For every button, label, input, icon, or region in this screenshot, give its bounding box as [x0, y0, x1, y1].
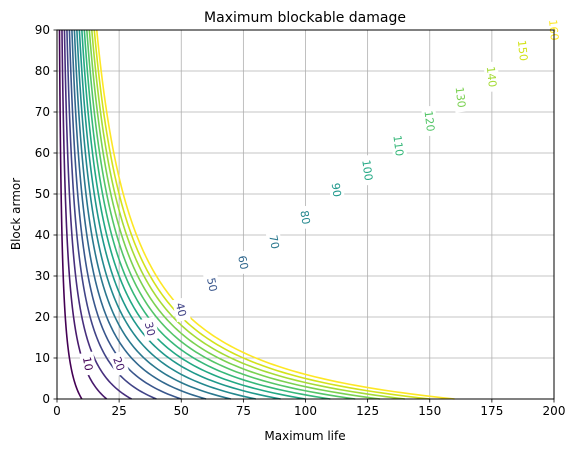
x-axis-label: Maximum life — [264, 429, 345, 443]
contour-label-50: 50 — [204, 277, 220, 293]
contour-line-50 — [68, 29, 182, 400]
x-tick-label: 150 — [418, 404, 441, 418]
contour-line-110 — [83, 29, 331, 400]
y-tick-label: 30 — [35, 269, 50, 283]
contour-label-40: 40 — [173, 301, 189, 318]
contour-label-120: 120 — [422, 110, 437, 132]
y-tick-label: 70 — [35, 105, 50, 119]
contour-label-150: 150 — [515, 39, 530, 61]
y-tick-label: 40 — [35, 228, 50, 242]
contour-label-gap — [171, 297, 191, 323]
contour-label-gap — [483, 61, 501, 93]
contour-label-70: 70 — [266, 234, 281, 250]
y-tick-label: 60 — [35, 146, 50, 160]
contour-label-group: 140 — [483, 61, 501, 93]
contour-label-gap — [203, 272, 222, 298]
contour-line-80 — [76, 29, 256, 400]
y-tick-label: 20 — [35, 310, 50, 324]
contour-label-100: 100 — [359, 159, 375, 182]
contour-label-group: 80 — [296, 205, 315, 230]
chart-title: Maximum blockable damage — [204, 10, 406, 26]
contour-label-80: 80 — [297, 209, 312, 225]
contour-line-20 — [61, 29, 108, 400]
contour-line-30 — [63, 29, 132, 400]
x-tick-label: 100 — [294, 404, 317, 418]
contour-label-group: 60 — [234, 250, 253, 275]
contour-label-group: 90 — [328, 177, 346, 202]
contour-label-group: 70 — [265, 229, 284, 255]
contour-label-110: 110 — [390, 134, 406, 156]
contour-label-30: 30 — [142, 321, 158, 338]
contour-line-10 — [58, 29, 83, 400]
contour-label-gap — [265, 229, 284, 255]
contour-line-140 — [90, 29, 405, 400]
contour-label-group: 150 — [514, 35, 532, 66]
contour-label-gap — [421, 105, 439, 137]
x-tick-label: 25 — [111, 404, 126, 418]
contour-label-group: 10 — [79, 351, 97, 376]
contour-label-gap — [514, 35, 532, 66]
y-tick-label: 0 — [42, 392, 50, 406]
contour-label-gap — [140, 316, 160, 342]
x-axis: 0 25 50 75 100 125 150 175 200 — [53, 399, 565, 418]
contour-label-gap — [79, 351, 97, 376]
x-tick-label: 50 — [174, 404, 189, 418]
contour-label-140: 140 — [484, 66, 499, 88]
contour-line-150 — [93, 29, 430, 400]
contour-line-60 — [71, 29, 207, 400]
contour-label-group: 20 — [108, 350, 130, 377]
y-tick-label: 10 — [35, 351, 50, 365]
x-tick-label: 175 — [480, 404, 503, 418]
contour-label-group: 110 — [389, 130, 408, 162]
y-tick-label: 50 — [35, 187, 50, 201]
x-tick-label: 200 — [543, 404, 566, 418]
x-tick-label: 125 — [356, 404, 379, 418]
contour-line-70 — [73, 29, 232, 400]
contour-label-group: 130 — [452, 81, 470, 113]
contour-label-10: 10 — [80, 356, 95, 372]
y-tick-label: 80 — [35, 64, 50, 78]
contour-label-90: 90 — [329, 182, 344, 198]
contour-label-60: 60 — [235, 254, 250, 270]
y-axis: 0 10 20 30 40 50 60 70 80 90 — [35, 23, 57, 406]
contour-label-group: 50 — [203, 272, 222, 298]
contour-label-group: 30 — [140, 316, 160, 342]
contour-label-gap — [328, 177, 346, 202]
contour-label-130: 130 — [453, 86, 468, 108]
x-tick-label: 75 — [236, 404, 251, 418]
contour-line-120 — [86, 29, 356, 400]
contour-label-20: 20 — [110, 355, 127, 373]
contour-label-gap — [358, 154, 377, 186]
y-axis-label: Block armor — [9, 178, 23, 250]
contour-label-gap — [389, 130, 408, 162]
contour-label-group: 120 — [421, 105, 439, 137]
contour-line-130 — [88, 29, 381, 400]
contour-label-group: 40 — [171, 297, 191, 323]
x-tick-label: 0 — [53, 404, 61, 418]
contour-label-gap — [108, 350, 130, 377]
contour-label-gap — [234, 250, 253, 275]
y-tick-label: 90 — [35, 23, 50, 37]
contour-line-160 — [95, 29, 455, 400]
contour-line-40 — [66, 29, 157, 400]
contour-label-gap — [452, 81, 470, 113]
contour-label-group: 100 — [358, 154, 377, 186]
contour-label-gap — [296, 205, 315, 230]
